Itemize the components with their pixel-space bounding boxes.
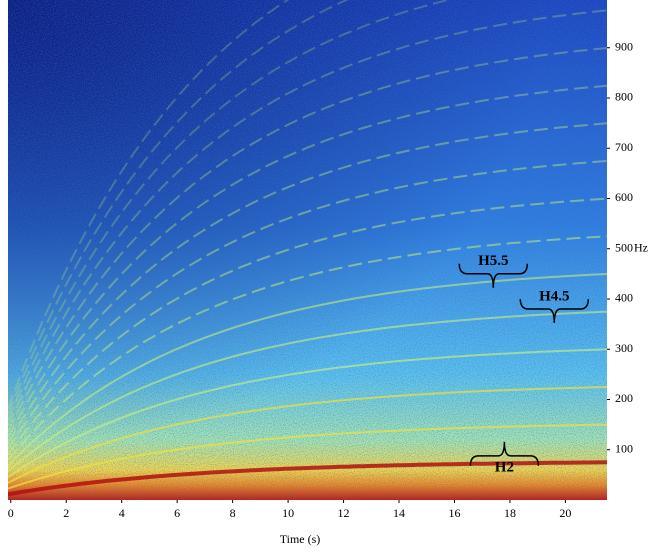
harmonic-trace [8, 348, 607, 479]
harmonic-trace [8, 122, 607, 444]
y-tick-label: 900 [615, 39, 633, 53]
annotation: H5.5 [478, 253, 508, 269]
harmonic-trace [8, 423, 607, 490]
y-tick-label: 700 [615, 140, 633, 154]
x-tick-label: 2 [63, 506, 69, 520]
x-tick-label: 12 [338, 506, 350, 520]
harmonic-trace [8, 273, 607, 467]
harmonic-trace [8, 0, 349, 415]
y-axis-label: Hz [634, 240, 648, 254]
harmonic-trace [8, 9, 607, 427]
x-tick-label: 20 [559, 506, 571, 520]
annotation: H2 [495, 459, 514, 475]
x-tick-label: 16 [448, 506, 460, 520]
annotation: H4.5 [539, 288, 569, 304]
x-tick-label: 0 [8, 506, 14, 520]
y-tick-label: 300 [615, 341, 633, 355]
harmonic-trace [8, 0, 452, 421]
x-tick-label: 6 [174, 506, 180, 520]
harmonic-trace [8, 47, 607, 433]
y-tick-label: 800 [615, 90, 633, 104]
harmonic-trace [8, 460, 607, 497]
harmonic-trace [8, 310, 607, 473]
x-tick-label: 4 [119, 506, 125, 520]
x-tick-label: 18 [504, 506, 516, 520]
x-tick-label: 14 [393, 506, 405, 520]
spectrogram [8, 0, 607, 500]
x-tick-label: 8 [230, 506, 236, 520]
x-tick-label: 10 [282, 506, 294, 520]
harmonic-trace [8, 197, 607, 455]
harmonic-trace [8, 84, 607, 438]
annotation-brace [458, 263, 529, 288]
y-tick-label: 400 [615, 291, 633, 305]
x-axis-label: Time (s) [280, 532, 321, 546]
y-tick-label: 200 [615, 391, 633, 405]
harmonic-trace [8, 386, 607, 484]
y-tick-label: 100 [615, 441, 633, 455]
harmonic-trace [8, 235, 607, 461]
y-tick-label: 500 [615, 240, 633, 254]
y-tick-label: 600 [615, 190, 633, 204]
harmonic-trace [8, 160, 607, 450]
